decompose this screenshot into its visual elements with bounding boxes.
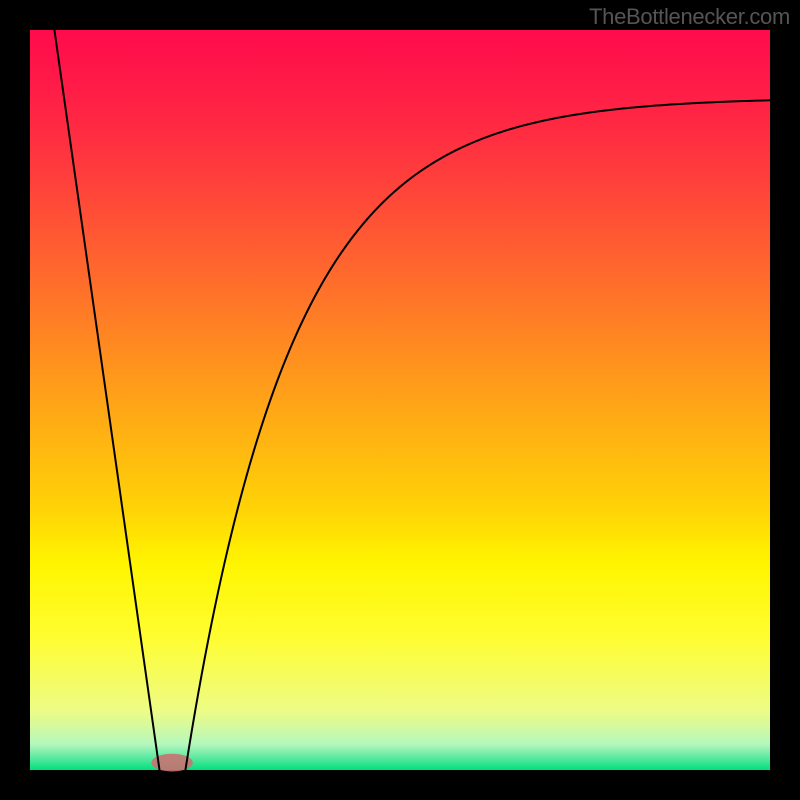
bottleneck-curve-chart [0,0,800,800]
plot-background [30,30,770,770]
chart-frame: TheBottlenecker.com [0,0,800,800]
watermark-text: TheBottlenecker.com [589,4,790,30]
